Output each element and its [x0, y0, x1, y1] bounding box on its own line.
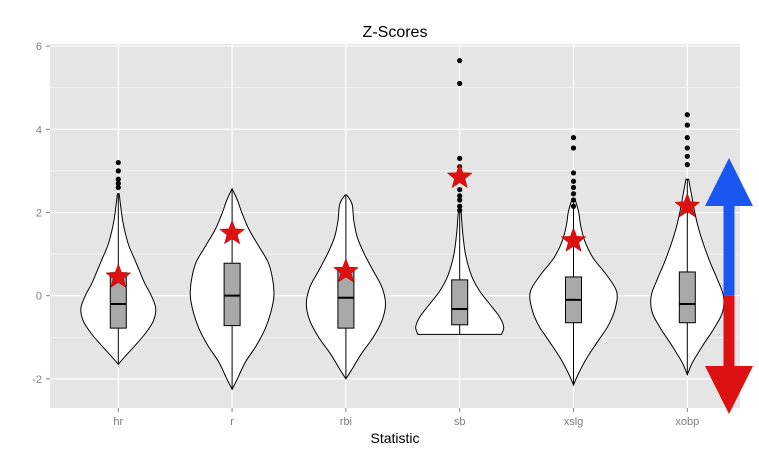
- outlier-point: [684, 153, 690, 159]
- x-tick-label-xobp: xobp: [675, 416, 699, 428]
- outlier-point: [457, 197, 463, 203]
- arrow-up-shaft: [723, 204, 735, 296]
- violins: [80, 58, 725, 391]
- outlier-point: [570, 197, 577, 203]
- y-axis-ticks: -2 0 2 4 6: [32, 41, 50, 386]
- x-axis-title: Statistic: [370, 430, 419, 446]
- arrow-up-head: [705, 158, 753, 206]
- outlier-point: [115, 159, 121, 166]
- outlier-point: [115, 176, 121, 182]
- outlier-point: [457, 187, 463, 193]
- outlier-point: [457, 58, 463, 64]
- box-sb: [451, 279, 469, 326]
- outlier-point: [457, 193, 463, 199]
- outlier-point: [570, 135, 577, 141]
- y-tick-label: 4: [36, 124, 42, 136]
- outlier-point: [570, 145, 577, 151]
- box-xobp: [678, 271, 696, 324]
- box-r: [223, 262, 241, 327]
- x-tick-label-rbi: rbi: [340, 416, 352, 428]
- outlier-point: [115, 180, 121, 186]
- outlier-point: [570, 191, 577, 197]
- outlier-point: [115, 168, 121, 174]
- outlier-point: [457, 80, 463, 87]
- x-tick-label-r: r: [230, 416, 234, 428]
- plot-panel: [50, 44, 740, 408]
- y-tick-label: 0: [36, 291, 42, 303]
- outlier-point: [457, 203, 463, 209]
- highlight-star-r: [219, 219, 246, 245]
- violin-group-xobp: [650, 112, 725, 377]
- arrow-down-head: [705, 366, 753, 414]
- violin-group-r: [189, 187, 275, 391]
- x-tick-label-sb: sb: [454, 416, 466, 428]
- highlight-star-xobp: [674, 192, 701, 218]
- y-tick-label: 2: [36, 207, 42, 219]
- violin-group-rbi: [305, 194, 387, 380]
- outlier-point: [684, 122, 690, 128]
- highlight-star-hr: [105, 263, 132, 289]
- arrow-down-shaft: [723, 295, 735, 367]
- x-tick-label-hr: hr: [113, 416, 123, 428]
- outlier-point: [115, 184, 121, 191]
- violin-group-xslg: [529, 135, 618, 387]
- y-tick-label: 6: [36, 41, 42, 53]
- highlight-star-xslg: [560, 227, 587, 252]
- y-tick-label: -2: [32, 374, 42, 386]
- outlier-point: [570, 170, 577, 176]
- chart-title: Z-Scores: [363, 24, 428, 41]
- x-axis-ticks: hr r rbi sb xslg xobp: [113, 408, 699, 428]
- outlier-point: [684, 135, 690, 141]
- violin-group-hr: [80, 159, 157, 366]
- violin-group-sb: [415, 58, 505, 335]
- direction-arrow: [705, 158, 753, 414]
- highlight-star-rbi: [332, 257, 359, 283]
- outlier-point: [570, 178, 577, 184]
- outlier-point: [570, 184, 577, 191]
- highlight-star-sb: [446, 163, 473, 189]
- outlier-point: [684, 145, 690, 151]
- outlier-point: [457, 155, 463, 161]
- outlier-point: [570, 203, 577, 209]
- x-tick-label-xslg: xslg: [564, 416, 584, 428]
- outlier-point: [457, 207, 463, 213]
- outlier-point: [684, 162, 690, 168]
- outlier-point: [684, 112, 690, 118]
